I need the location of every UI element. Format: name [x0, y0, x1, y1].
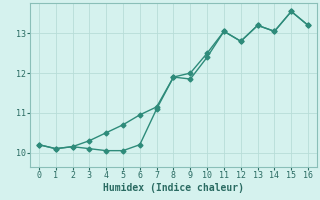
X-axis label: Humidex (Indice chaleur): Humidex (Indice chaleur) — [103, 182, 244, 193]
